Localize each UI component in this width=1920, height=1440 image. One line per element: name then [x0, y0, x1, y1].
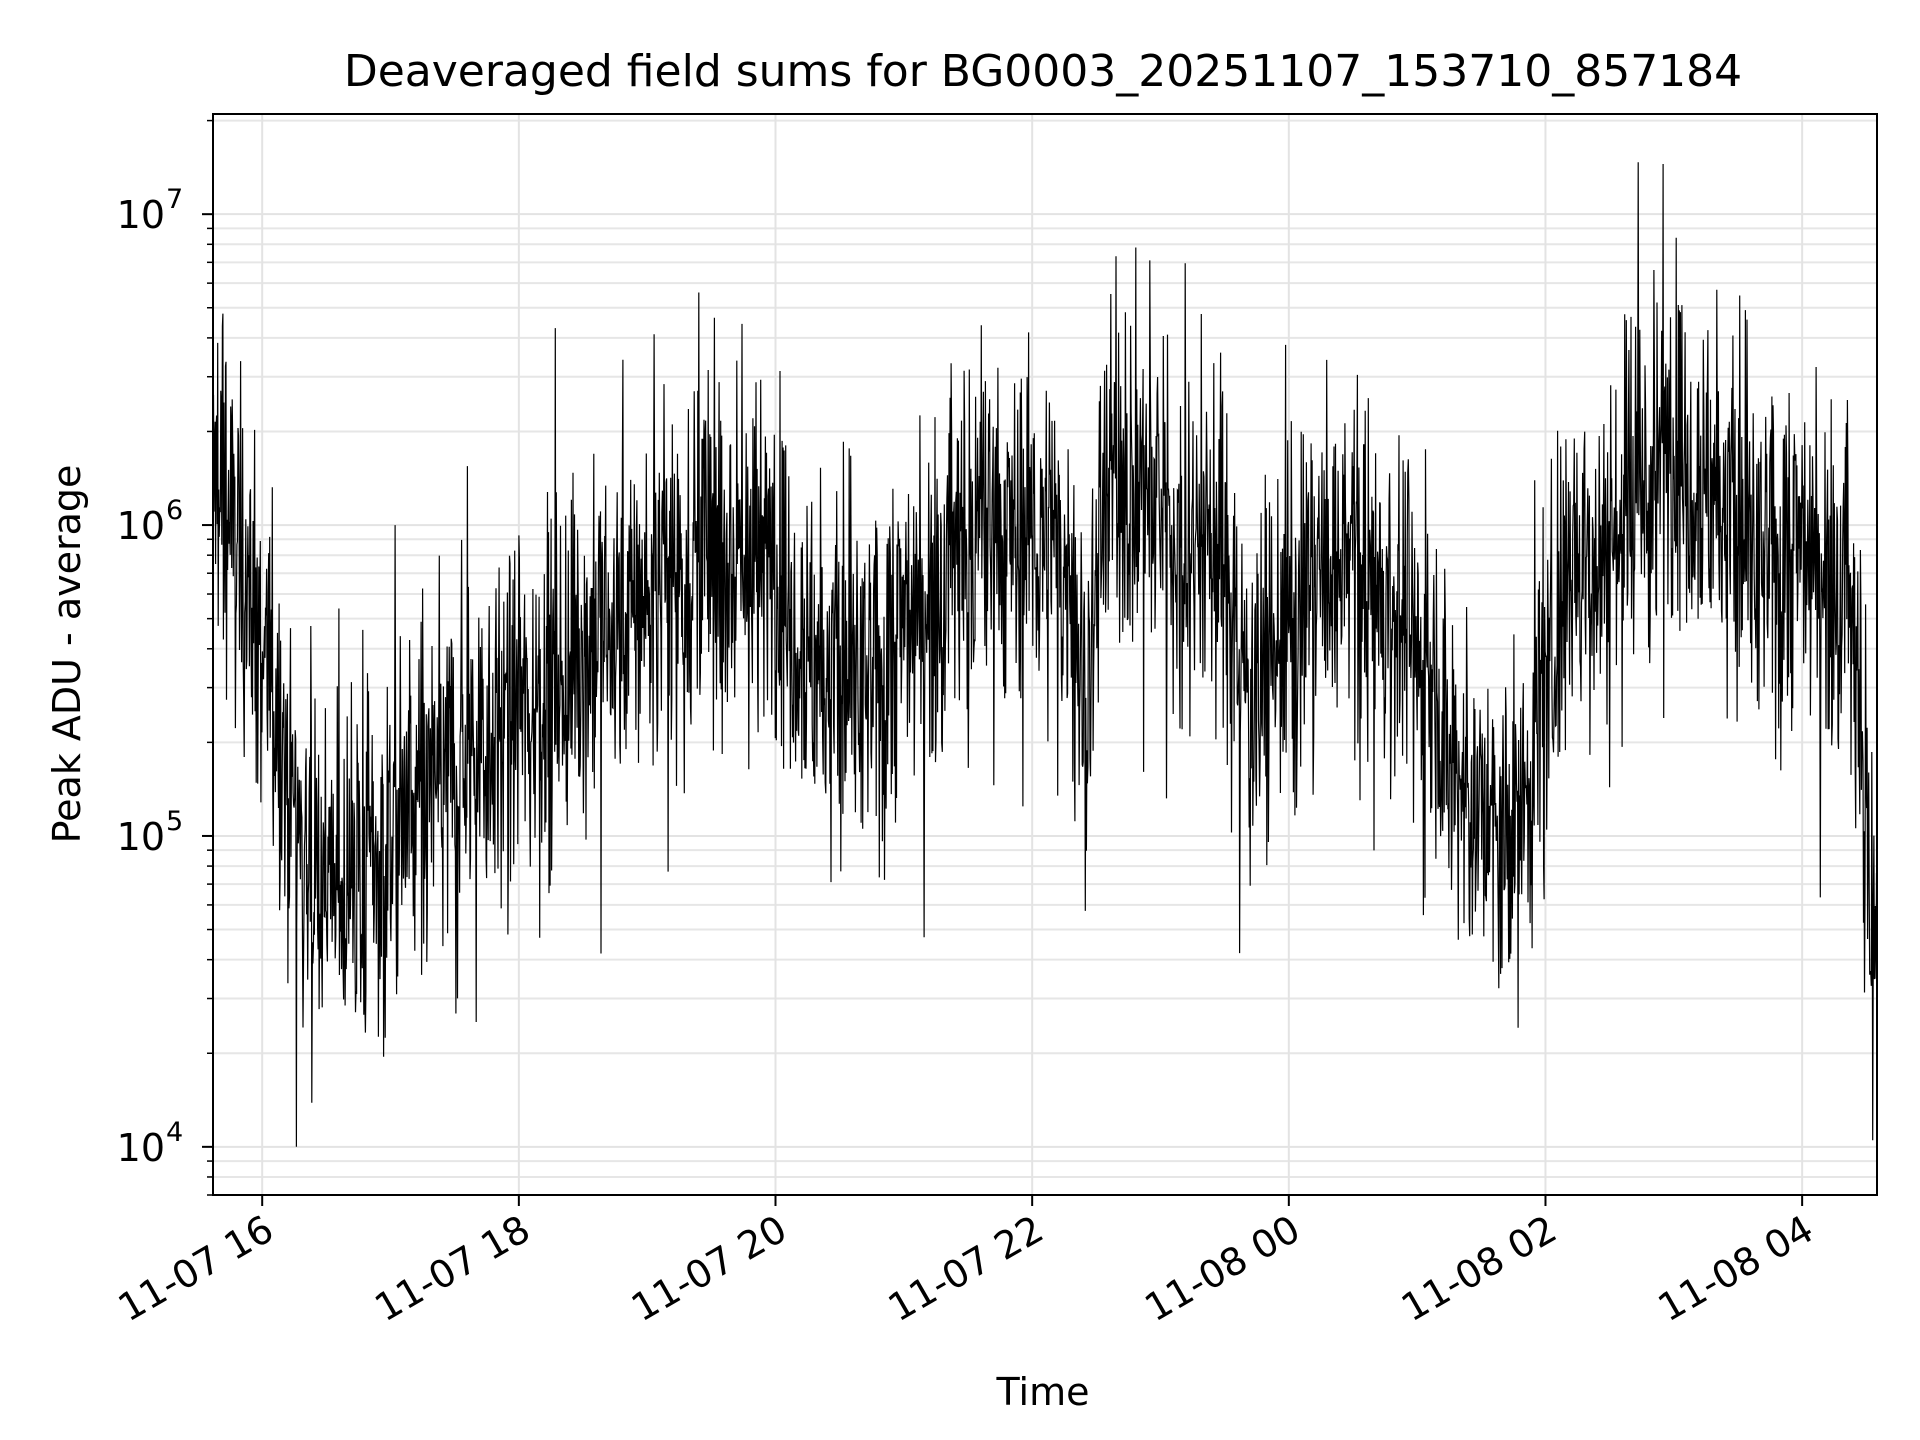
y-tick-label: 10: [117, 504, 165, 548]
y-tick-exponent: 6: [166, 495, 183, 526]
chart-title: Deaveraged field sums for BG0003_2025110…: [344, 46, 1742, 97]
y-tick-exponent: 7: [166, 184, 183, 215]
grid-lines: [213, 114, 1877, 1196]
y-axis-label: Peak ADU - average: [45, 465, 89, 844]
y-tick-exponent: 4: [166, 1117, 183, 1148]
y-tick-label: 10: [117, 193, 165, 237]
series-line: [213, 162, 1877, 1147]
x-axis-label: Time: [996, 1370, 1090, 1414]
plot-frame: [212, 113, 1878, 1196]
y-tick-label: 10: [117, 815, 165, 859]
y-tick-exponent: 5: [166, 806, 183, 837]
series-layer: [213, 162, 1877, 1147]
y-tick-label: 10: [117, 1126, 165, 1170]
